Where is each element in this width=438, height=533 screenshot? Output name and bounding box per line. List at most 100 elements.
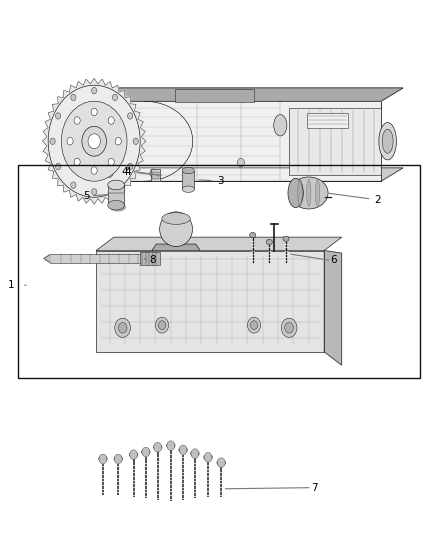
- Circle shape: [91, 167, 97, 174]
- Circle shape: [91, 108, 97, 116]
- Text: 4: 4: [121, 167, 128, 176]
- Circle shape: [237, 158, 244, 167]
- Ellipse shape: [250, 232, 256, 238]
- Circle shape: [167, 441, 175, 450]
- Circle shape: [74, 158, 80, 166]
- Ellipse shape: [162, 213, 191, 224]
- Bar: [96, 251, 324, 352]
- Bar: [152, 172, 159, 179]
- Ellipse shape: [141, 449, 150, 455]
- Polygon shape: [152, 244, 200, 251]
- Ellipse shape: [298, 180, 302, 206]
- Ellipse shape: [315, 180, 320, 206]
- Ellipse shape: [274, 115, 287, 136]
- Bar: [108, 185, 124, 205]
- Ellipse shape: [290, 177, 328, 209]
- Circle shape: [204, 453, 212, 462]
- Circle shape: [48, 85, 140, 197]
- Ellipse shape: [288, 178, 304, 207]
- Circle shape: [99, 454, 107, 464]
- Circle shape: [115, 138, 121, 145]
- Bar: [18, 165, 420, 378]
- Bar: [140, 252, 160, 265]
- Circle shape: [71, 94, 76, 101]
- Circle shape: [281, 318, 297, 337]
- Ellipse shape: [379, 123, 396, 160]
- Ellipse shape: [283, 236, 289, 241]
- Ellipse shape: [182, 167, 194, 174]
- Circle shape: [108, 158, 114, 166]
- Circle shape: [159, 321, 166, 329]
- Polygon shape: [42, 78, 146, 204]
- Circle shape: [150, 169, 157, 177]
- Circle shape: [115, 318, 131, 337]
- Circle shape: [251, 321, 258, 329]
- Ellipse shape: [266, 239, 272, 245]
- Circle shape: [154, 442, 162, 452]
- Circle shape: [133, 138, 138, 144]
- Ellipse shape: [108, 180, 124, 190]
- Circle shape: [67, 138, 73, 145]
- Ellipse shape: [166, 443, 175, 448]
- Circle shape: [106, 169, 113, 177]
- Ellipse shape: [129, 452, 138, 457]
- Circle shape: [155, 317, 169, 333]
- Circle shape: [88, 134, 100, 149]
- Ellipse shape: [307, 180, 311, 206]
- Text: 7: 7: [311, 483, 318, 492]
- Ellipse shape: [179, 447, 187, 453]
- Polygon shape: [324, 251, 342, 365]
- Ellipse shape: [217, 460, 226, 465]
- Bar: [182, 171, 194, 189]
- Circle shape: [92, 87, 97, 94]
- Bar: [307, 113, 348, 128]
- Text: 8: 8: [149, 255, 155, 265]
- Text: 5: 5: [83, 191, 90, 200]
- Bar: [175, 89, 254, 102]
- Polygon shape: [96, 237, 342, 251]
- Text: 1: 1: [7, 280, 14, 290]
- Circle shape: [285, 322, 293, 333]
- Circle shape: [130, 450, 138, 459]
- Text: 3: 3: [199, 176, 223, 186]
- Circle shape: [71, 182, 76, 188]
- Circle shape: [217, 458, 225, 467]
- Text: 6: 6: [331, 255, 337, 265]
- Bar: [50, 254, 158, 263]
- Circle shape: [56, 112, 61, 119]
- Ellipse shape: [99, 456, 107, 462]
- Circle shape: [112, 94, 117, 101]
- Circle shape: [50, 138, 55, 144]
- Polygon shape: [83, 101, 381, 181]
- Ellipse shape: [114, 456, 123, 462]
- Ellipse shape: [110, 203, 126, 212]
- Circle shape: [112, 182, 117, 188]
- Circle shape: [118, 322, 127, 333]
- Ellipse shape: [382, 130, 393, 154]
- Circle shape: [191, 449, 199, 458]
- Circle shape: [74, 117, 80, 124]
- Circle shape: [114, 454, 122, 464]
- Circle shape: [56, 163, 61, 169]
- Circle shape: [142, 447, 150, 457]
- Circle shape: [61, 101, 127, 181]
- Ellipse shape: [204, 455, 212, 460]
- Ellipse shape: [159, 212, 193, 246]
- Polygon shape: [44, 254, 50, 263]
- Ellipse shape: [191, 451, 199, 456]
- Circle shape: [179, 445, 187, 455]
- Ellipse shape: [108, 200, 124, 210]
- Text: 2: 2: [329, 193, 381, 205]
- Bar: [289, 108, 381, 175]
- Circle shape: [82, 126, 106, 156]
- Circle shape: [108, 117, 114, 124]
- Ellipse shape: [182, 186, 194, 192]
- Circle shape: [247, 317, 261, 333]
- Circle shape: [92, 189, 97, 195]
- Circle shape: [127, 112, 133, 119]
- Text: 4: 4: [125, 167, 159, 176]
- Polygon shape: [83, 88, 403, 101]
- Ellipse shape: [153, 445, 162, 450]
- Polygon shape: [83, 168, 403, 181]
- Circle shape: [127, 163, 133, 169]
